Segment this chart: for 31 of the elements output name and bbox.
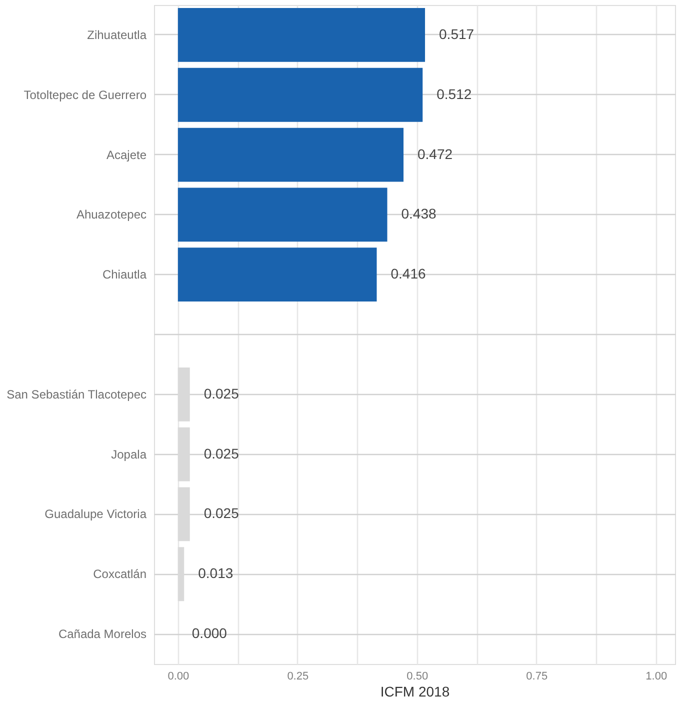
x-tick-label: 1.00 <box>646 670 668 682</box>
data-label: 0.013 <box>198 565 234 582</box>
data-label: 0.025 <box>204 445 240 462</box>
data-label: 0.000 <box>192 625 228 642</box>
y-tick-label: Chiautla <box>102 268 147 282</box>
y-tick-label: Coxcatlán <box>93 567 146 582</box>
data-label: 0.025 <box>204 385 240 402</box>
x-tick-label: 0.00 <box>168 670 190 682</box>
x-tick-label: 0.50 <box>406 670 428 682</box>
bar <box>178 248 377 302</box>
y-tick-label: Cañada Morelos <box>58 627 146 642</box>
y-tick-label: Acajete <box>106 148 147 162</box>
y-tick-label: Guadalupe Victoria <box>44 507 147 522</box>
bar <box>178 8 426 62</box>
bar <box>178 68 423 122</box>
x-axis-title: ICFM 2018 <box>380 684 450 700</box>
y-tick-label: Jopala <box>111 447 147 462</box>
data-label: 0.416 <box>390 266 426 282</box>
x-tick-label: 0.75 <box>526 670 548 682</box>
data-label: 0.512 <box>436 86 472 102</box>
y-tick-label: Totoltepec de Guerrero <box>24 88 147 102</box>
bar <box>178 188 388 242</box>
x-tick-label: 0.25 <box>287 670 309 682</box>
y-tick-label: Ahuazotepec <box>76 208 146 222</box>
data-label: 0.438 <box>401 206 437 222</box>
data-label: 0.472 <box>418 146 453 162</box>
data-label: 0.025 <box>204 505 240 522</box>
data-label: 0.517 <box>439 26 474 42</box>
bar <box>178 128 404 182</box>
y-tick-label: San Sebastián Tlacotepec <box>6 387 146 402</box>
y-tick-label: Zihuateutla <box>87 28 147 42</box>
